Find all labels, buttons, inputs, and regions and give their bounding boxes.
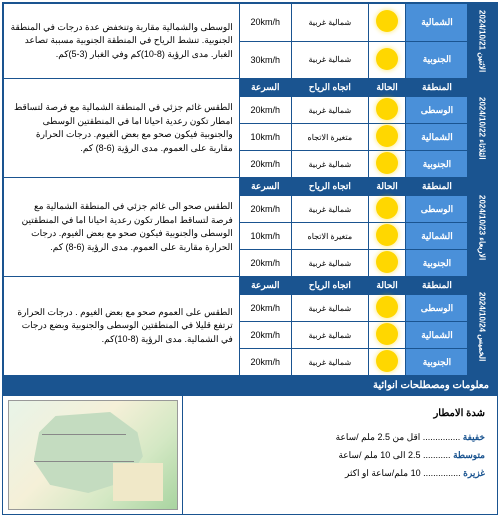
weather-icon-cell — [368, 97, 406, 124]
forecast-description: الطقس غائم جزئي في المنطقة الشمالية مع ف… — [4, 79, 240, 178]
region-cell: الشمالية — [406, 223, 468, 250]
rain-heavy-label: غزيرة — [463, 468, 485, 478]
col-state: الحالة — [368, 277, 406, 295]
wind-speed-cell: 30km/h — [239, 41, 291, 79]
wind-dir-cell: شمالية غربية — [291, 322, 368, 349]
forecast-table: الاثنين 2024/10/21الشماليةشمالية غربية20… — [3, 3, 497, 376]
wind-speed-cell: 20km/h — [239, 295, 291, 322]
weather-icon-cell — [368, 124, 406, 151]
wind-dir-cell: شمالية غربية — [291, 349, 368, 376]
rain-light-value: اقل من 2.5 ملم /ساعة — [336, 432, 421, 442]
region-cell: الشمالية — [406, 4, 468, 42]
wind-dir-cell: شمالية غربية — [291, 151, 368, 178]
wind-speed-cell: 20km/h — [239, 4, 291, 42]
wind-dir-cell: شمالية غربية — [291, 41, 368, 79]
sun-icon — [378, 352, 396, 370]
col-region: المنطقة — [406, 178, 468, 196]
col-wind: اتجاه الرياح — [291, 79, 368, 97]
sun-icon — [378, 100, 396, 118]
wind-speed-cell: 20km/h — [239, 196, 291, 223]
wind-speed-cell: 20km/h — [239, 349, 291, 376]
wind-dir-cell: شمالية غربية — [291, 97, 368, 124]
col-state: الحالة — [368, 178, 406, 196]
wind-speed-cell: 20km/h — [239, 151, 291, 178]
date-cell: الثلاثاء 2024/10/22 — [468, 79, 497, 178]
wind-dir-cell: متغيرة الاتجاه — [291, 223, 368, 250]
wind-speed-cell: 20km/h — [239, 97, 291, 124]
sun-icon — [378, 50, 396, 68]
rain-mid-value: 2.5 الى 10 ملم /ساعة — [338, 450, 420, 460]
date-cell: الاثنين 2024/10/21 — [468, 4, 497, 79]
sun-icon — [378, 298, 396, 316]
sun-icon — [378, 325, 396, 343]
weather-icon-cell — [368, 4, 406, 42]
region-cell: الجنوبية — [406, 151, 468, 178]
weather-icon-cell — [368, 250, 406, 277]
sun-icon — [378, 154, 396, 172]
rain-intensity: شدة الامطار خفيفة ............... اقل من… — [183, 396, 497, 514]
region-cell: الشمالية — [406, 322, 468, 349]
region-cell: الوسطى — [406, 97, 468, 124]
col-speed: السرعة — [239, 277, 291, 295]
col-region: المنطقة — [406, 277, 468, 295]
wind-dir-cell: شمالية غربية — [291, 295, 368, 322]
wind-speed-cell: 20km/h — [239, 250, 291, 277]
sun-icon — [378, 12, 396, 30]
weather-icon-cell — [368, 41, 406, 79]
map-box — [3, 396, 183, 514]
region-cell: الشمالية — [406, 124, 468, 151]
col-wind: اتجاه الرياح — [291, 178, 368, 196]
wind-speed-cell: 20km/h — [239, 322, 291, 349]
weather-icon-cell — [368, 196, 406, 223]
col-speed: السرعة — [239, 178, 291, 196]
wind-dir-cell: شمالية غربية — [291, 196, 368, 223]
region-cell: الوسطى — [406, 295, 468, 322]
region-cell: الجنوبية — [406, 349, 468, 376]
col-wind: اتجاه الرياح — [291, 277, 368, 295]
weather-icon-cell — [368, 151, 406, 178]
weather-icon-cell — [368, 322, 406, 349]
region-cell: الجنوبية — [406, 250, 468, 277]
forecast-description: الطقس على العموم صحو مع بعض الغيوم . درج… — [4, 277, 240, 376]
wind-speed-cell: 10km/h — [239, 223, 291, 250]
weather-icon-cell — [368, 223, 406, 250]
weather-icon-cell — [368, 349, 406, 376]
sun-icon — [378, 253, 396, 271]
rain-light-label: خفيفة — [463, 432, 485, 442]
forecast-description: الطقس صحو الى غائم جزئي في المنطقة الشما… — [4, 178, 240, 277]
weather-icon-cell — [368, 295, 406, 322]
wind-dir-cell: شمالية غربية — [291, 250, 368, 277]
rain-title: شدة الامطار — [195, 404, 485, 424]
sun-icon — [378, 199, 396, 217]
wind-dir-cell: شمالية غربية — [291, 4, 368, 42]
col-speed: السرعة — [239, 79, 291, 97]
regions-map — [8, 400, 178, 510]
forecast-description: الوسطى والشمالية مقاربة وتنخفض عدة درجات… — [4, 4, 240, 79]
wind-dir-cell: متغيرة الاتجاه — [291, 124, 368, 151]
region-cell: الوسطى — [406, 196, 468, 223]
rain-mid-label: متوسطة — [453, 450, 485, 460]
date-cell: الخميس 2024/10/24 — [468, 277, 497, 376]
col-state: الحالة — [368, 79, 406, 97]
col-region: المنطقة — [406, 79, 468, 97]
sun-icon — [378, 127, 396, 145]
date-cell: الاربعاء 2024/10/23 — [468, 178, 497, 277]
sun-icon — [378, 226, 396, 244]
info-section-header: معلومات ومصطلحات انوائية — [3, 376, 497, 395]
wind-speed-cell: 10km/h — [239, 124, 291, 151]
rain-heavy-value: 10 ملم/ساعة او اكثر — [345, 468, 421, 478]
region-cell: الجنوبية — [406, 41, 468, 79]
info-box: شدة الامطار خفيفة ............... اقل من… — [3, 395, 497, 514]
